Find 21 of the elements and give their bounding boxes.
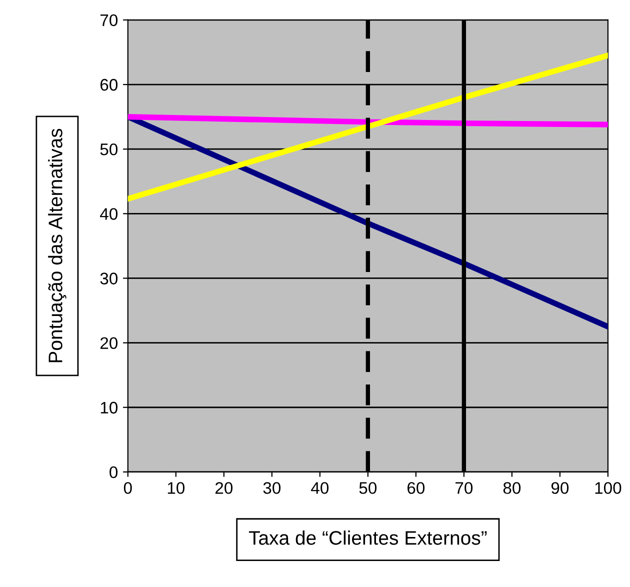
- x-tick-label: 90: [551, 482, 569, 494]
- y-tick-label: 60: [100, 78, 118, 91]
- y-tick-label: 40: [100, 208, 118, 220]
- y-tick-label: 50: [100, 144, 118, 156]
- x-tick-label: 20: [215, 482, 233, 494]
- y-tick-label: 0: [110, 466, 118, 478]
- y-tick-label: 70: [100, 14, 118, 26]
- x-tick-label: 50: [359, 482, 377, 494]
- x-tick-label: 60: [408, 482, 425, 494]
- x-tick-label: 100: [595, 482, 622, 494]
- x-tick-label: 70: [456, 482, 473, 494]
- x-tick-label: 80: [503, 482, 521, 494]
- x-tick-label: 40: [311, 482, 329, 494]
- x-tick-label: 10: [168, 482, 185, 494]
- y-tick-label: 10: [100, 402, 118, 414]
- x-axis-title: Taxa de “Clientes Externos”: [248, 530, 487, 545]
- x-tick-label: 30: [263, 482, 281, 494]
- y-axis-title: Pontuação das Alternativas: [48, 128, 66, 362]
- y-tick-label: 20: [100, 337, 118, 350]
- y-tick-label: 30: [100, 272, 118, 284]
- x-tick-label: 0: [124, 482, 132, 494]
